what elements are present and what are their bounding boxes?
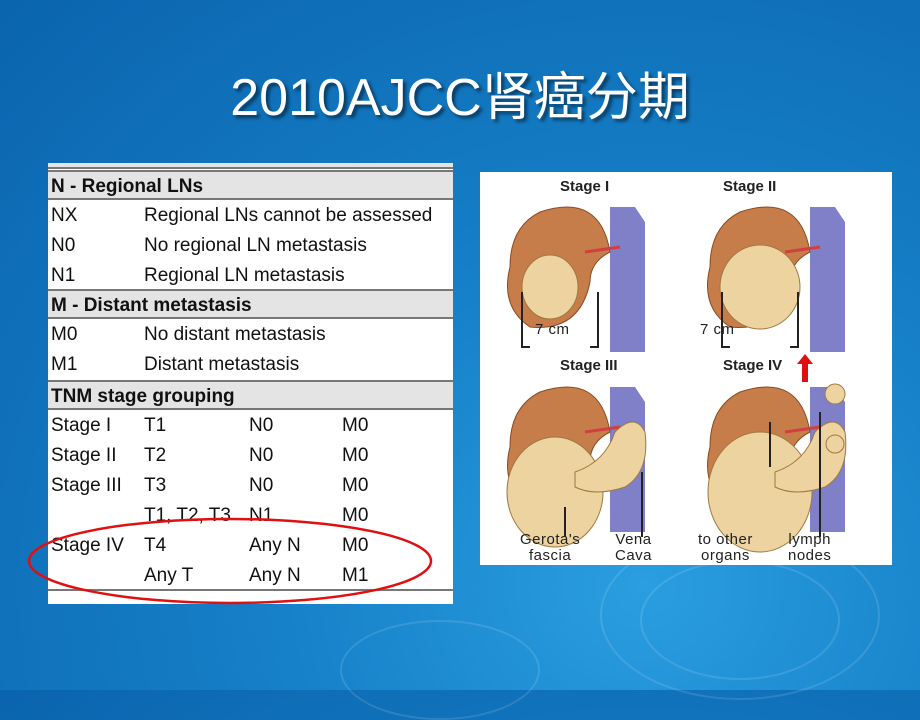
vena-cava (810, 207, 845, 352)
lymph-node (824, 383, 846, 405)
table-cell: N0 (249, 415, 274, 436)
table-cell: M0 (342, 505, 369, 526)
table-cell: Stage IV (51, 535, 124, 556)
table-cell: M0 (342, 415, 369, 436)
size-label: 7 cm (700, 321, 735, 338)
table-cell: T1, T2, T3 (144, 505, 231, 526)
table-cell: M0 (342, 475, 369, 496)
caption: Vena Cava (615, 531, 653, 564)
table-cell: Stage III (51, 475, 122, 496)
table-cell: Regional LNs cannot be assessed (144, 205, 433, 226)
caption: Gerota's fascia (520, 531, 581, 564)
caption: lymph nodes (788, 531, 832, 564)
decorative-ripple (340, 620, 540, 720)
tumor (719, 244, 801, 330)
table-row: Stage IV T4 Any N M0 (48, 531, 453, 561)
table-cell: NX (51, 205, 78, 226)
table-cell: N0 (249, 445, 274, 466)
table-cell: T4 (144, 535, 167, 556)
table-row: Stage III T3 N0 M0 (48, 471, 453, 501)
table-cell: Any N (249, 535, 301, 556)
table-row: NX Regional LNs cannot be assessed (48, 201, 453, 231)
table-row: Any T Any N M1 (48, 561, 453, 591)
vena-cava (610, 207, 645, 352)
table-cell: N1 (51, 265, 76, 286)
table-cell: Any N (249, 565, 301, 586)
renal-artery (584, 425, 621, 434)
table-cell: No distant metastasis (144, 324, 326, 345)
renal-artery (784, 245, 821, 254)
renal-artery (584, 245, 621, 254)
tumor (707, 431, 813, 553)
table-cell: Regional LN metastasis (144, 265, 345, 286)
lymph-node (825, 434, 845, 454)
table-row: N1 Regional LN metastasis (48, 261, 453, 291)
cut-off-row (48, 163, 453, 169)
table-cell: M0 (342, 445, 369, 466)
tumor (521, 254, 579, 320)
table-cell: Stage I (51, 415, 112, 436)
table-cell: Distant metastasis (144, 354, 300, 375)
section-header-m: M - Distant metastasis (48, 289, 453, 319)
size-bracket (521, 292, 599, 348)
table-cell: M1 (51, 354, 78, 375)
table-cell: M - Distant metastasis (51, 295, 252, 316)
ajcc-staging-table: N - Regional LNs NX Regional LNs cannot be… (48, 163, 453, 604)
size-bracket (721, 292, 799, 348)
table-cell: T3 (144, 475, 167, 496)
renal-artery (784, 425, 821, 434)
table-cell: No regional LN metastasis (144, 235, 367, 256)
table-row: N0 No regional LN metastasis (48, 231, 453, 261)
table-row: Stage I T1 N0 M0 (48, 411, 453, 441)
section-header-n: N - Regional LNs (48, 170, 453, 200)
kidney-stage-illustration: Stage I Stage II Stage III Stage IV 7 cm 7 cm… (480, 172, 892, 565)
table-cell: M0 (51, 324, 78, 345)
slide-title: 2010AJCC肾癌分期 (230, 69, 690, 127)
section-header-tnm: TNM stage grouping (48, 380, 453, 410)
table-cell: Any T (144, 565, 194, 586)
tumor-thrombus (574, 421, 647, 493)
table-cell: N0 (249, 475, 274, 496)
table-cell: N1 (249, 505, 274, 526)
kidney-drawings (506, 206, 847, 553)
stage-label: Stage III (560, 357, 618, 374)
table-bottom-rule (48, 589, 453, 591)
table-cell: T1 (144, 415, 167, 436)
table-cell: N0 (51, 235, 76, 256)
size-label: 7 cm (535, 321, 570, 338)
table-cell: M1 (342, 565, 369, 586)
table-row: M1 Distant metastasis (48, 350, 453, 380)
table-row: M0 No distant metastasis (48, 320, 453, 350)
stage-label: Stage IV (723, 357, 783, 374)
table-cell: TNM stage grouping (51, 386, 235, 407)
table-row: T1, T2, T3 N1 M0 (48, 501, 453, 531)
arrow-up-icon (797, 354, 813, 382)
stage-label: Stage II (723, 178, 777, 195)
table-cell: N - Regional LNs (51, 176, 204, 197)
table-cell: Stage II (51, 445, 117, 466)
stage-label: Stage I (560, 178, 610, 195)
caption: to other organs (698, 531, 753, 564)
table-row: Stage II T2 N0 M0 (48, 441, 453, 471)
table-cell: M0 (342, 535, 369, 556)
table-cell: T2 (144, 445, 167, 466)
